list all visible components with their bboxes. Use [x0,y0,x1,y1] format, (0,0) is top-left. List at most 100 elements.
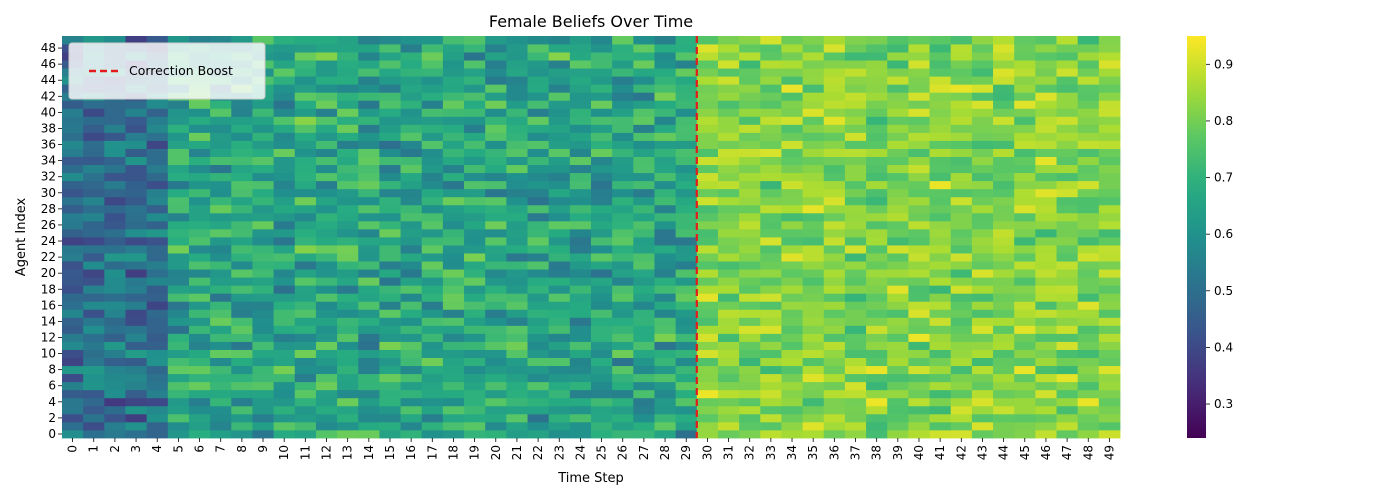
heatmap-cell [654,413,677,423]
heatmap-cell [1035,333,1057,342]
heatmap-cell [823,228,846,238]
heatmap-cell [739,317,761,326]
heatmap-cell [379,92,401,101]
heatmap-cell [612,389,634,399]
heatmap-cell [252,429,274,439]
heatmap-cell [633,317,655,326]
heatmap-cell [506,164,528,174]
heatmap-cell [294,373,317,383]
heatmap-cell [464,164,486,174]
heatmap-cell [993,349,1015,358]
heatmap-cell [210,277,232,286]
heatmap-cell [125,237,148,246]
heatmap-cell [485,269,507,278]
heatmap-cell [591,325,613,334]
heatmap-cell [717,124,740,133]
heatmap-cell [993,301,1015,310]
heatmap-cell [1077,60,1100,69]
heatmap-cell [358,132,380,141]
heatmap-cell [569,36,592,45]
heatmap-cell [591,373,613,383]
heatmap-cell [1035,188,1057,198]
heatmap-cell [739,261,761,270]
x-tick-label: 21 [510,445,524,460]
heatmap-cell [802,285,825,294]
heatmap-cell [950,124,973,133]
heatmap-cell [908,341,930,350]
heatmap-cell [1014,164,1036,174]
heatmap-cell [337,357,359,367]
heatmap-cell [83,156,105,166]
heatmap-cell [506,429,528,439]
heatmap-cell [866,156,888,166]
heatmap-cell [464,261,486,270]
heatmap-cell [993,277,1015,286]
heatmap-cell [337,253,359,262]
heatmap-cell [675,100,698,109]
heatmap-cell [252,237,274,246]
heatmap-cell [866,204,888,214]
heatmap-cell [887,397,909,407]
heatmap-cell [442,124,465,133]
heatmap-cell [717,132,740,141]
heatmap-cell [866,413,888,423]
heatmap-cell [315,357,338,367]
heatmap-cell [442,116,465,125]
heatmap-cell [929,204,952,214]
heatmap-cell [844,269,867,278]
heatmap-cell [83,261,105,270]
heatmap-cell [527,373,550,383]
heatmap-cell [675,156,698,166]
heatmap-cell [971,349,994,358]
heatmap-cell [294,84,317,93]
heatmap-cell [887,269,909,278]
heatmap-cell [887,421,909,431]
heatmap-cell [273,36,296,45]
heatmap-cell [83,245,105,254]
heatmap-cell [971,245,994,254]
heatmap-cell [971,60,994,69]
heatmap-cell [1098,60,1121,69]
heatmap-cell [548,301,571,310]
heatmap-cell [887,373,909,383]
heatmap-cell [210,325,232,334]
heatmap-cell [62,212,84,222]
heatmap-cell [612,317,634,326]
heatmap-cell [315,68,338,77]
heatmap-cell [337,148,359,157]
heatmap-cell [844,317,867,326]
heatmap-cell [612,397,634,407]
heatmap-cell [1035,309,1057,318]
heatmap-cell [844,116,867,125]
heatmap-cell [654,421,677,431]
heatmap-cell [252,164,274,174]
heatmap-cell [908,405,930,415]
heatmap-cell [971,204,994,214]
heatmap-cell [844,277,867,286]
heatmap-cell [654,172,677,182]
heatmap-cell [358,228,380,238]
heatmap-cell [273,172,296,182]
heatmap-cell [273,204,296,214]
heatmap-cell [739,172,761,182]
heatmap-cell [358,373,380,383]
heatmap-cell [612,325,634,334]
heatmap-cell [400,140,423,149]
heatmap-cell [1035,76,1057,85]
heatmap-cell [167,429,190,439]
heatmap-cell [358,397,380,407]
heatmap-cell [167,397,190,407]
heatmap-cell [231,373,253,383]
heatmap-cell [1014,124,1036,133]
heatmap-cell [485,124,507,133]
heatmap-cell [717,397,740,407]
heatmap-cell [823,36,846,45]
heatmap-cell [62,116,84,125]
heatmap-cell [760,253,782,262]
heatmap-cell [1014,140,1036,149]
heatmap-cell [62,156,84,166]
heatmap-cell [358,333,380,342]
heatmap-cell [464,60,486,69]
heatmap-cell [802,68,825,77]
heatmap-cell [781,52,803,61]
